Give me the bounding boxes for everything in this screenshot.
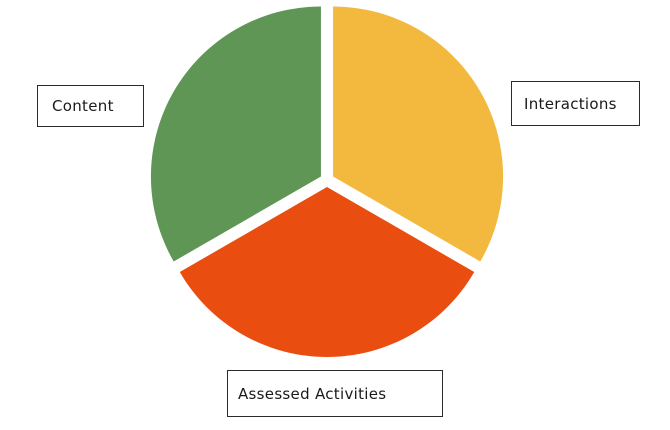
label-interactions-text: Interactions (524, 94, 617, 113)
segment-assessed-activities (179, 187, 475, 357)
label-interactions: Interactions (511, 81, 640, 126)
label-content-text: Content (52, 97, 114, 115)
segment-content (150, 6, 321, 262)
label-assessed-activities: Assessed Activities (227, 370, 443, 417)
segment-interactions (333, 6, 504, 262)
label-content: Content (37, 85, 144, 127)
label-assessed-activities-text: Assessed Activities (238, 384, 387, 403)
